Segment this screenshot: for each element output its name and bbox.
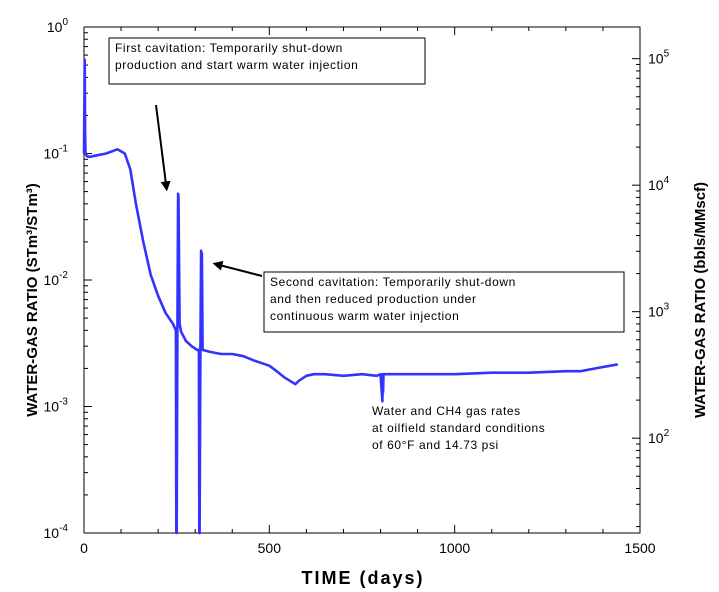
- second-cavitation-arrow: [212, 260, 263, 277]
- y-tick-label: 10-2: [44, 270, 69, 288]
- y2-tick-exponent: 3: [664, 302, 670, 313]
- y2-tick-base: 10: [648, 430, 664, 446]
- x-tick-label: 1500: [624, 540, 655, 556]
- y-tick-label: 100: [47, 17, 69, 35]
- y2-axis-title: WATER-GAS RATIO (bbls/MMscf): [692, 182, 709, 418]
- x-tick-label: 1000: [439, 540, 470, 556]
- y2-tick-exponent: 4: [664, 175, 670, 186]
- second-cavitation-annotation: Second cavitation: Temporarily shut-down…: [263, 271, 625, 333]
- series-layer: [82, 58, 619, 535]
- rates-note-text-line: of 60°F and 14.73 psi: [372, 438, 499, 452]
- rates-note-text-line: at oilfield standard conditions: [372, 421, 545, 435]
- y-tick-base: 10: [44, 146, 60, 162]
- y2-tick-label: 104: [648, 175, 670, 193]
- y2-tick-exponent: 5: [664, 49, 670, 60]
- second-cavitation-text-line: Second cavitation: Temporarily shut-down: [270, 275, 516, 289]
- rates-note-text-line: Water and CH4 gas rates: [372, 404, 521, 418]
- first-cavitation-text-line: First cavitation: Temporarily shut-down: [115, 41, 343, 55]
- y2-tick-label: 105: [648, 49, 670, 67]
- y-tick-exponent: -3: [59, 397, 68, 408]
- y-tick-base: 10: [44, 272, 60, 288]
- y-tick-label: 10-1: [44, 144, 69, 162]
- first-cavitation-arrow: [155, 104, 171, 192]
- x-tick-label: 0: [80, 540, 88, 556]
- annotation-layer: First cavitation: Temporarily shut-down p…: [108, 37, 625, 452]
- rates-note-annotation: Water and CH4 gas rates at oilfield stand…: [372, 404, 545, 452]
- y-tick-exponent: 0: [62, 17, 68, 28]
- first-cavitation-box: [108, 37, 426, 85]
- y-tick-exponent: -4: [59, 523, 68, 534]
- y2-tick-label: 103: [648, 302, 670, 320]
- y2-tick-base: 10: [648, 51, 664, 67]
- axes-group: 0 500 1000 150010010-110-210-310-4105104103…: [44, 17, 670, 556]
- y2-tick-base: 10: [648, 177, 664, 193]
- x-tick-label: 500: [258, 540, 282, 556]
- y2-tick-label: 102: [648, 428, 670, 446]
- second-cavitation-text-line: continuous warm water injection: [270, 309, 459, 323]
- first-cavitation-annotation: First cavitation: Temporarily shut-down p…: [108, 37, 426, 85]
- y-tick-base: 10: [47, 19, 63, 35]
- y-tick-exponent: -1: [59, 144, 68, 155]
- y-tick-exponent: -2: [59, 270, 68, 281]
- y2-tick-base: 10: [648, 304, 664, 320]
- y2-tick-exponent: 2: [664, 428, 670, 439]
- first-cavitation-text-line: production and start warm water injectio…: [115, 58, 358, 72]
- x-axis-title: TIME (days): [301, 568, 424, 588]
- second-cavitation-box: [263, 271, 625, 333]
- second-cavitation-text-line: and then reduced production under: [270, 292, 477, 306]
- water-gas-ratio-series-line: [82, 58, 619, 535]
- y-tick-label: 10-4: [44, 523, 69, 541]
- y-axis-title: WATER-GAS RATIO (STm³/STm³): [24, 183, 41, 417]
- y-tick-label: 10-3: [44, 397, 69, 415]
- y-tick-base: 10: [44, 525, 60, 541]
- y-tick-base: 10: [44, 399, 60, 415]
